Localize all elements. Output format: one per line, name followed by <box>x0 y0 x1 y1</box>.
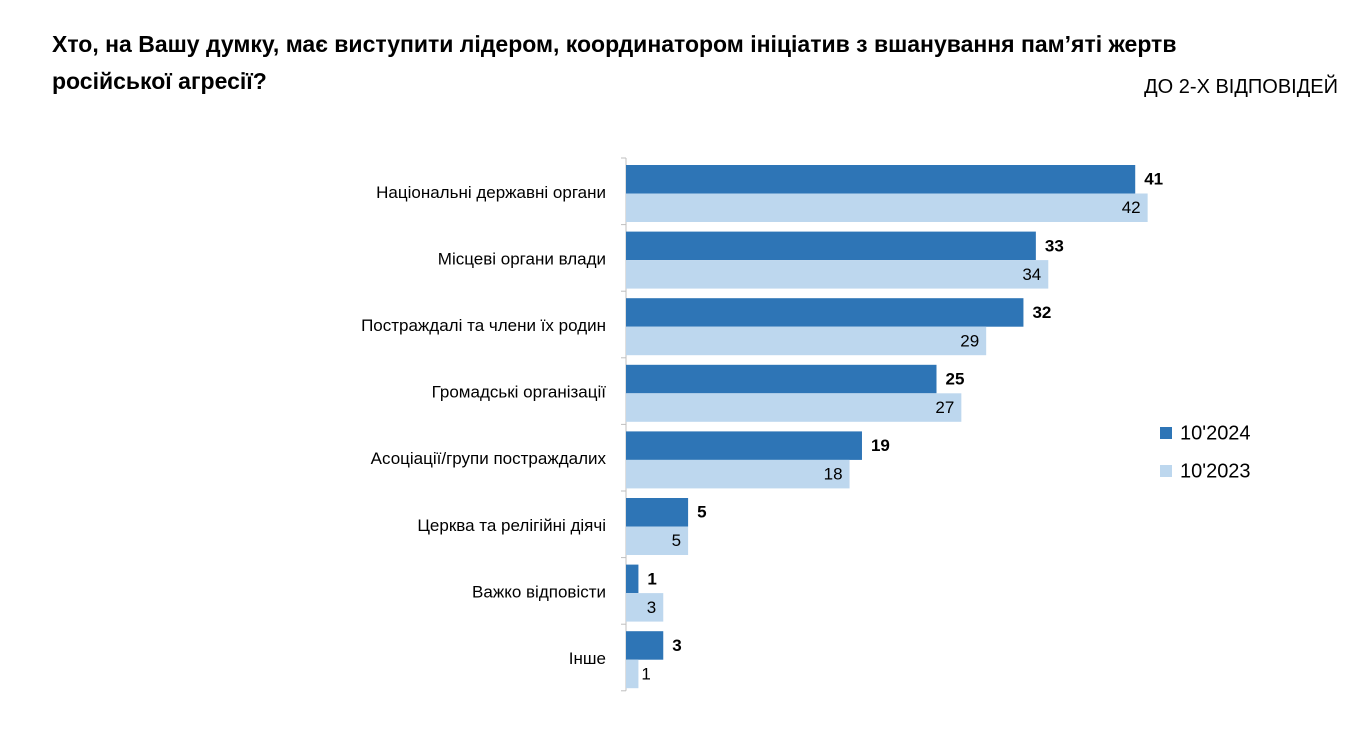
category-label: Важко відповісти <box>472 582 606 601</box>
value-label: 27 <box>935 398 954 417</box>
category-label: Громадські організації <box>432 383 607 402</box>
bar <box>626 631 664 660</box>
bar <box>626 326 987 356</box>
legend-label: 10'2023 <box>1180 460 1251 482</box>
value-label: 5 <box>672 531 681 550</box>
legend-label: 10'2024 <box>1180 422 1251 444</box>
value-label: 32 <box>1032 303 1051 322</box>
chart-title: Хто, на Вашу думку, має виступити лідеро… <box>52 31 1177 94</box>
bar <box>626 393 962 422</box>
bar <box>626 364 937 394</box>
value-label: 3 <box>647 598 656 617</box>
value-label: 3 <box>672 636 681 655</box>
legend-swatch <box>1160 427 1172 439</box>
value-label: 19 <box>871 436 890 455</box>
bar <box>626 260 1049 289</box>
value-label: 33 <box>1045 236 1064 255</box>
bar <box>626 193 1148 222</box>
value-label: 25 <box>946 370 965 389</box>
bar <box>626 498 689 527</box>
value-label: 34 <box>1022 265 1041 284</box>
value-label: 5 <box>697 503 706 522</box>
category-label: Постраждалі та члени їх родин <box>361 316 606 335</box>
value-label: 42 <box>1122 198 1141 217</box>
bar <box>626 459 850 489</box>
category-label: Церква та релігійні діячі <box>417 516 606 535</box>
category-label: Місцеві органи влади <box>438 249 606 268</box>
bar <box>626 298 1024 327</box>
bar <box>626 659 639 689</box>
value-label: 1 <box>641 664 650 683</box>
bar <box>626 431 862 460</box>
value-label: 29 <box>960 331 979 350</box>
category-label: Асоціації/групи постраждалих <box>371 449 607 468</box>
bar <box>626 564 639 594</box>
category-label: Інше <box>569 649 606 668</box>
legend-swatch <box>1160 465 1172 477</box>
value-label: 18 <box>824 465 843 484</box>
value-label: 41 <box>1144 170 1163 189</box>
value-label: 1 <box>647 569 656 588</box>
bar <box>626 526 689 555</box>
bar <box>626 165 1136 194</box>
category-label: Національні державні органи <box>376 183 606 202</box>
chart-subtitle: ДО 2-Х ВІДПОВІДЕЙ <box>1144 76 1338 98</box>
bar <box>626 231 1036 261</box>
bar <box>626 593 664 622</box>
